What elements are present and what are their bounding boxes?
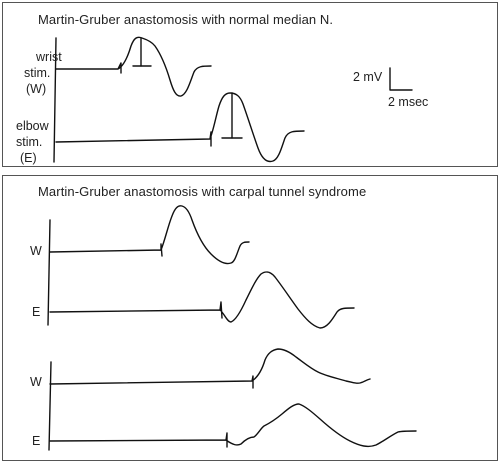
top-axis-line (53, 37, 57, 163)
cts-elbow-trace-1 (49, 271, 355, 329)
top-panel (2, 2, 498, 167)
top-panel-title: Martin-Gruber anastomosis with normal me… (38, 12, 334, 27)
elbow-label-line-1: elbow (16, 119, 49, 133)
cts-elbow-trace-2 (49, 403, 417, 448)
scale-bar (389, 67, 413, 91)
bottom-panel-title: Martin-Gruber anastomosis with carpal tu… (38, 184, 367, 199)
row-label-w-1: W (30, 244, 42, 258)
row-label-w-2: W (30, 375, 42, 389)
scale-mv-label: 2 mV (353, 70, 383, 84)
wrist-label-line-2: stim. (24, 66, 51, 80)
top-wrist-trace (55, 36, 212, 97)
row-label-e-2: E (32, 434, 41, 448)
wrist-label-line-1: wrist (36, 50, 62, 64)
elbow-label-line-3: (E) (20, 151, 37, 165)
wrist-stim-label: wrist stim. (W) (24, 49, 62, 97)
elbow-stim-label: elbow stim. (E) (16, 118, 49, 166)
top-elbow-trace (55, 92, 305, 163)
elbow-label-line-2: stim. (16, 135, 43, 149)
cts-wrist-trace-2 (49, 348, 371, 389)
wrist-label-line-3: (W) (26, 82, 47, 96)
cts-wrist-trace-1 (49, 205, 250, 265)
bottom-axis-line-upper (47, 219, 51, 326)
bottom-panel (2, 175, 498, 461)
scale-ms-label: 2 msec (388, 95, 429, 109)
bottom-axis-line-lower (48, 361, 52, 451)
row-label-e-1: E (32, 305, 41, 319)
